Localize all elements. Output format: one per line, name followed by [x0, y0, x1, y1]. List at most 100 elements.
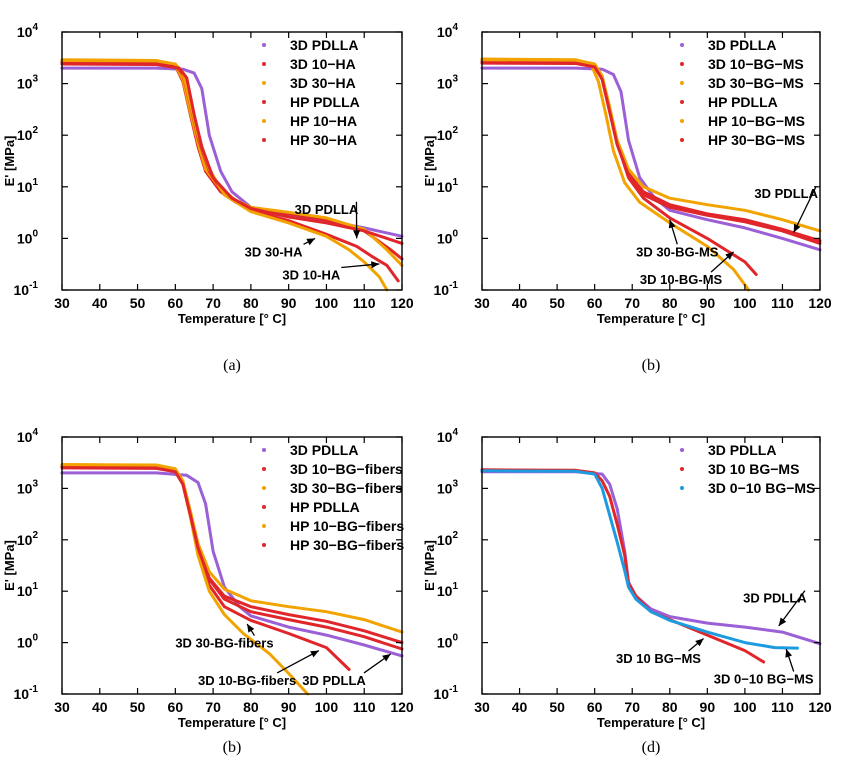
y-tick-label: 104 [437, 22, 459, 40]
legend-entry: HP PDLLA [290, 94, 360, 110]
legend-marker [680, 119, 684, 123]
annotation-label: 3D 30-BG-fibers [175, 636, 273, 651]
x-tick-label: 60 [587, 295, 603, 311]
series-line-6 [60, 62, 404, 245]
series-line-6 [480, 61, 822, 245]
y-tick-label: 102 [17, 125, 39, 143]
plot-frame [481, 31, 821, 291]
y-axis-label: E' [MPa] [2, 540, 17, 591]
x-tick-label: 110 [771, 295, 794, 311]
series-line-3 [60, 463, 310, 696]
annotation-label: 3D 10-HA [282, 267, 340, 282]
y-tick-label: 102 [17, 530, 39, 548]
legend-entry: HP PDLLA [708, 94, 778, 110]
x-tick-label: 50 [549, 699, 565, 715]
annotation-label: 3D PDLLA [754, 186, 818, 201]
series-line-5 [60, 463, 404, 634]
y-axis-label: E' [MPa] [422, 540, 437, 591]
legend-marker [262, 467, 266, 471]
x-tick-label: 90 [700, 699, 716, 715]
y-tick-label: 10-1 [14, 684, 39, 702]
x-tick-label: 70 [205, 699, 221, 715]
legend-entry: HP 30−HA [290, 132, 357, 148]
y-tick-label: 104 [17, 22, 39, 40]
legend-entry: 3D 0−10 BG−MS [708, 480, 815, 496]
x-axis-label: Temperature [° C] [178, 311, 286, 326]
chart-panel-1: 30 40 50 60 70 80 90 100 110 120 10-1 100 101 102 103 1… [2, 22, 414, 374]
annotation-arrowhead [695, 638, 704, 647]
y-tick-label: 101 [437, 177, 459, 195]
y-tick-label: 101 [17, 581, 39, 599]
x-tick-label: 70 [205, 295, 221, 311]
series-line-6 [60, 466, 404, 651]
legend-entry: 3D 30−BG−fibers [290, 480, 403, 496]
x-tick-label: 90 [281, 295, 297, 311]
x-tick-label: 40 [512, 699, 528, 715]
annotation-arrowhead [778, 617, 787, 626]
x-tick-label: 100 [315, 295, 339, 311]
legend-entry: 3D PDLLA [708, 442, 776, 458]
x-axis-label: Temperature [° C] [597, 311, 705, 326]
panel-caption: (b) [642, 357, 661, 374]
legend-entry: HP 30−BG−MS [708, 132, 805, 148]
legend-entry: HP 30−BG−fibers [290, 537, 404, 553]
x-tick-label: 40 [92, 699, 108, 715]
annotation-label: 3D 30-BG-MS [636, 244, 719, 259]
legend-marker [262, 524, 266, 528]
x-tick-label: 120 [390, 295, 414, 311]
legend-marker [262, 43, 266, 47]
y-tick-label: 100 [17, 228, 39, 246]
x-tick-label: 50 [130, 295, 146, 311]
legend-entry: 3D 10−BG−fibers [290, 461, 403, 477]
x-tick-label: 110 [353, 295, 376, 311]
legend-entry: 3D PDLLA [290, 37, 358, 53]
annotation-label: 3D 10 BG−MS [616, 651, 701, 666]
legend-marker [680, 62, 684, 66]
annotation-label: 3D 10-BG-MS [640, 272, 723, 287]
x-tick-label: 50 [549, 295, 565, 311]
x-axis-label: Temperature [° C] [597, 715, 705, 730]
annotation-arrowhead [310, 650, 319, 658]
annotation-label: 3D 10-BG-fibers [198, 673, 296, 688]
legend-marker [262, 448, 266, 452]
y-tick-label: 104 [437, 427, 459, 445]
legend-marker [262, 62, 266, 66]
x-axis-label: Temperature [° C] [178, 715, 286, 730]
x-tick-label: 120 [808, 699, 832, 715]
x-tick-label: 110 [771, 699, 794, 715]
y-tick-label: 10-1 [14, 280, 39, 298]
x-tick-label: 60 [168, 699, 184, 715]
chart-panel-3: 30 40 50 60 70 80 90 100 110 120 10-1 100 101 102 103 1… [2, 427, 414, 756]
x-tick-label: 100 [315, 699, 339, 715]
legend-entry: HP 10−BG−MS [708, 113, 805, 129]
annotation-arrowhead [306, 238, 316, 246]
legend-entry: 3D 30−HA [290, 75, 356, 91]
x-tick-label: 60 [587, 699, 603, 715]
legend-marker [680, 43, 684, 47]
y-tick-label: 102 [437, 125, 459, 143]
annotation-arrowhead [382, 654, 391, 662]
annotation-label: 3D PDLLA [743, 591, 807, 606]
series-line-1 [480, 66, 822, 252]
x-tick-label: 80 [243, 295, 259, 311]
y-tick-label: 102 [437, 530, 459, 548]
y-tick-label: 103 [437, 74, 459, 92]
panel-caption: (b) [223, 739, 242, 756]
x-tick-label: 90 [700, 295, 716, 311]
legend-marker [262, 486, 266, 490]
legend-marker [262, 100, 266, 104]
y-tick-label: 104 [17, 427, 39, 445]
chart-panel-4: 30 40 50 60 70 80 90 100 110 120 10-1 100 101 102 103 1… [422, 427, 832, 756]
x-tick-label: 120 [390, 699, 414, 715]
annotation-arrowhead [353, 230, 361, 239]
y-tick-label: 103 [17, 74, 39, 92]
x-tick-label: 30 [474, 699, 490, 715]
chart-panel-2: 30 40 50 60 70 80 90 100 110 120 10-1 100 101 102 103 1… [422, 22, 832, 374]
panel-caption: (a) [223, 357, 241, 374]
x-tick-label: 30 [54, 699, 70, 715]
annotation-arrowhead [247, 624, 255, 633]
y-tick-label: 101 [17, 177, 39, 195]
annotation-arrowhead [725, 251, 734, 260]
legend-marker [680, 100, 684, 104]
